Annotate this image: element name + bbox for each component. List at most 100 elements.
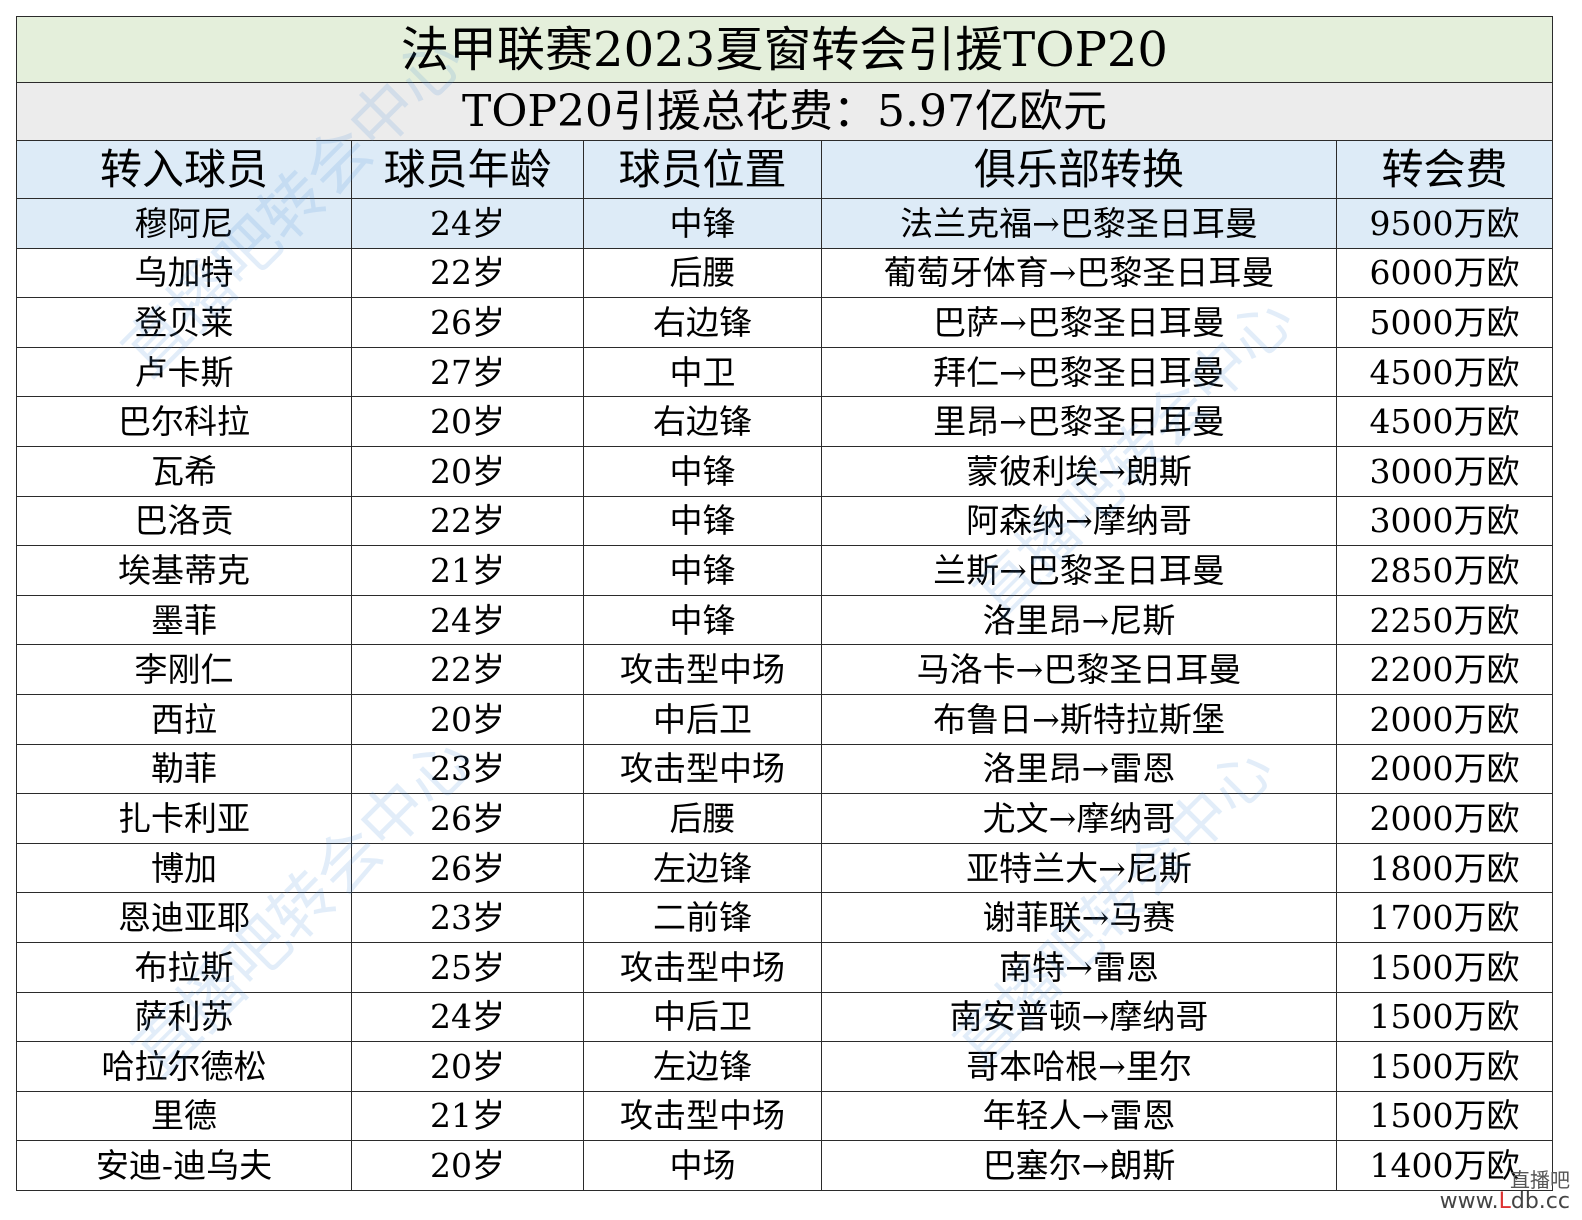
clubs-cell: 南特→雷恩 bbox=[821, 941, 1337, 993]
age-cell: 20岁 bbox=[351, 693, 584, 745]
position-cell: 中锋 bbox=[583, 594, 822, 646]
clubs-cell: 葡萄牙体育→巴黎圣日耳曼 bbox=[821, 247, 1337, 299]
age-cell: 25岁 bbox=[351, 941, 584, 993]
position-cell: 中卫 bbox=[583, 346, 822, 398]
column-header-age: 球员年龄 bbox=[351, 140, 584, 199]
table-row: 扎卡利亚 26岁 后腰 尤文→摩纳哥 2000万欧 bbox=[16, 793, 1554, 844]
column-header-clubs: 俱乐部转换 bbox=[821, 140, 1337, 199]
position-cell: 攻击型中场 bbox=[583, 1090, 822, 1142]
age-cell: 26岁 bbox=[351, 793, 584, 844]
fee-cell: 6000万欧 bbox=[1335, 247, 1554, 299]
table-row: 卢卡斯 27岁 中卫 拜仁→巴黎圣日耳曼 4500万欧 bbox=[16, 346, 1554, 398]
corner-url-accent: L bbox=[1498, 1188, 1511, 1214]
fee-cell: 2200万欧 bbox=[1335, 644, 1554, 695]
player-cell: 墨菲 bbox=[16, 594, 352, 646]
age-cell: 24岁 bbox=[351, 991, 584, 1043]
player-cell: 卢卡斯 bbox=[16, 346, 352, 398]
player-cell: 布拉斯 bbox=[16, 941, 352, 993]
age-cell: 20岁 bbox=[351, 396, 584, 447]
table-row: 墨菲 24岁 中锋 洛里昂→尼斯 2250万欧 bbox=[16, 594, 1554, 646]
age-cell: 24岁 bbox=[351, 198, 584, 249]
fee-cell: 4500万欧 bbox=[1335, 396, 1554, 447]
fee-cell: 3000万欧 bbox=[1335, 495, 1554, 547]
table-row: 博加 26岁 左边锋 亚特兰大→尼斯 1800万欧 bbox=[16, 842, 1554, 894]
table-row: 瓦希 20岁 中锋 蒙彼利埃→朗斯 3000万欧 bbox=[16, 445, 1554, 497]
fee-cell: 2000万欧 bbox=[1335, 693, 1554, 745]
corner-watermark-name: 直播吧 bbox=[1510, 1167, 1570, 1192]
age-cell: 24岁 bbox=[351, 594, 584, 646]
fee-cell: 1500万欧 bbox=[1335, 1090, 1554, 1142]
age-cell: 23岁 bbox=[351, 892, 584, 943]
fee-cell: 5000万欧 bbox=[1335, 297, 1554, 348]
age-cell: 27岁 bbox=[351, 346, 584, 398]
player-cell: 巴洛贡 bbox=[16, 495, 352, 547]
player-cell: 登贝莱 bbox=[16, 297, 352, 348]
fee-cell: 2000万欧 bbox=[1335, 743, 1554, 795]
table-row: 埃基蒂克 21岁 中锋 兰斯→巴黎圣日耳曼 2850万欧 bbox=[16, 545, 1554, 596]
clubs-cell: 兰斯→巴黎圣日耳曼 bbox=[821, 545, 1337, 596]
table-row: 巴洛贡 22岁 中锋 阿森纳→摩纳哥 3000万欧 bbox=[16, 495, 1554, 547]
fee-cell: 1500万欧 bbox=[1335, 1041, 1554, 1092]
table-row: 西拉 20岁 中后卫 布鲁日→斯特拉斯堡 2000万欧 bbox=[16, 693, 1554, 745]
table-row: 恩迪亚耶 23岁 二前锋 谢菲联→马赛 1700万欧 bbox=[16, 892, 1554, 943]
fee-cell: 1400万欧 bbox=[1335, 1140, 1554, 1191]
clubs-cell: 南安普顿→摩纳哥 bbox=[821, 991, 1337, 1043]
fee-cell: 1500万欧 bbox=[1335, 991, 1554, 1043]
age-cell: 21岁 bbox=[351, 1090, 584, 1142]
player-cell: 安迪-迪乌夫 bbox=[16, 1140, 352, 1191]
player-cell: 勒菲 bbox=[16, 743, 352, 795]
clubs-cell: 亚特兰大→尼斯 bbox=[821, 842, 1337, 894]
fee-cell: 1800万欧 bbox=[1335, 842, 1554, 894]
position-cell: 右边锋 bbox=[583, 297, 822, 348]
player-cell: 博加 bbox=[16, 842, 352, 894]
clubs-cell: 巴塞尔→朗斯 bbox=[821, 1140, 1337, 1191]
sheet-title: 法甲联赛2023夏窗转会引援TOP20 bbox=[15, 16, 1554, 83]
player-cell: 瓦希 bbox=[16, 445, 352, 497]
transfer-table: 法甲联赛2023夏窗转会引援TOP20 TOP20引援总花费：5.97亿欧元 转… bbox=[15, 16, 1554, 1191]
corner-watermark-url: www.Ldb.cc bbox=[1440, 1188, 1570, 1214]
position-cell: 二前锋 bbox=[583, 892, 822, 943]
position-cell: 后腰 bbox=[583, 247, 822, 299]
clubs-cell: 马洛卡→巴黎圣日耳曼 bbox=[821, 644, 1337, 695]
position-cell: 中锋 bbox=[583, 198, 822, 249]
age-cell: 22岁 bbox=[351, 247, 584, 299]
player-cell: 乌加特 bbox=[16, 247, 352, 299]
table-row: 穆阿尼 24岁 中锋 法兰克福→巴黎圣日耳曼 9500万欧 bbox=[16, 198, 1554, 249]
age-cell: 26岁 bbox=[351, 297, 584, 348]
position-cell: 中场 bbox=[583, 1140, 822, 1191]
position-cell: 中后卫 bbox=[583, 693, 822, 745]
table-row: 登贝莱 26岁 右边锋 巴萨→巴黎圣日耳曼 5000万欧 bbox=[16, 297, 1554, 348]
player-cell: 里德 bbox=[16, 1090, 352, 1142]
age-cell: 20岁 bbox=[351, 445, 584, 497]
player-cell: 哈拉尔德松 bbox=[16, 1041, 352, 1092]
player-cell: 巴尔科拉 bbox=[16, 396, 352, 447]
table-body: 穆阿尼 24岁 中锋 法兰克福→巴黎圣日耳曼 9500万欧 乌加特 22岁 后腰 葡萄牙体育→巴… bbox=[16, 198, 1554, 1191]
table-row: 里德 21岁 攻击型中场 年轻人→雷恩 1500万欧 bbox=[16, 1090, 1554, 1142]
position-cell: 攻击型中场 bbox=[583, 941, 822, 993]
position-cell: 左边锋 bbox=[583, 1041, 822, 1092]
player-cell: 西拉 bbox=[16, 693, 352, 745]
fee-cell: 1700万欧 bbox=[1335, 892, 1554, 943]
fee-cell: 1500万欧 bbox=[1335, 941, 1554, 993]
player-cell: 穆阿尼 bbox=[16, 198, 352, 249]
title-row: 法甲联赛2023夏窗转会引援TOP20 bbox=[15, 16, 1554, 83]
clubs-cell: 法兰克福→巴黎圣日耳曼 bbox=[821, 198, 1337, 249]
age-cell: 23岁 bbox=[351, 743, 584, 795]
fee-cell: 2000万欧 bbox=[1335, 793, 1554, 844]
clubs-cell: 蒙彼利埃→朗斯 bbox=[821, 445, 1337, 497]
clubs-cell: 洛里昂→雷恩 bbox=[821, 743, 1337, 795]
position-cell: 中锋 bbox=[583, 495, 822, 547]
table-row: 布拉斯 25岁 攻击型中场 南特→雷恩 1500万欧 bbox=[16, 941, 1554, 993]
table-row: 萨利苏 24岁 中后卫 南安普顿→摩纳哥 1500万欧 bbox=[16, 991, 1554, 1043]
player-cell: 扎卡利亚 bbox=[16, 793, 352, 844]
age-cell: 22岁 bbox=[351, 644, 584, 695]
fee-cell: 2250万欧 bbox=[1335, 594, 1554, 646]
position-cell: 中后卫 bbox=[583, 991, 822, 1043]
subtitle-row: TOP20引援总花费：5.97亿欧元 bbox=[15, 82, 1554, 141]
position-cell: 中锋 bbox=[583, 445, 822, 497]
table-row: 安迪-迪乌夫 20岁 中场 巴塞尔→朗斯 1400万欧 bbox=[16, 1140, 1554, 1191]
clubs-cell: 巴萨→巴黎圣日耳曼 bbox=[821, 297, 1337, 348]
position-cell: 中锋 bbox=[583, 545, 822, 596]
table-row: 勒菲 23岁 攻击型中场 洛里昂→雷恩 2000万欧 bbox=[16, 743, 1554, 795]
column-header-position: 球员位置 bbox=[583, 140, 822, 199]
